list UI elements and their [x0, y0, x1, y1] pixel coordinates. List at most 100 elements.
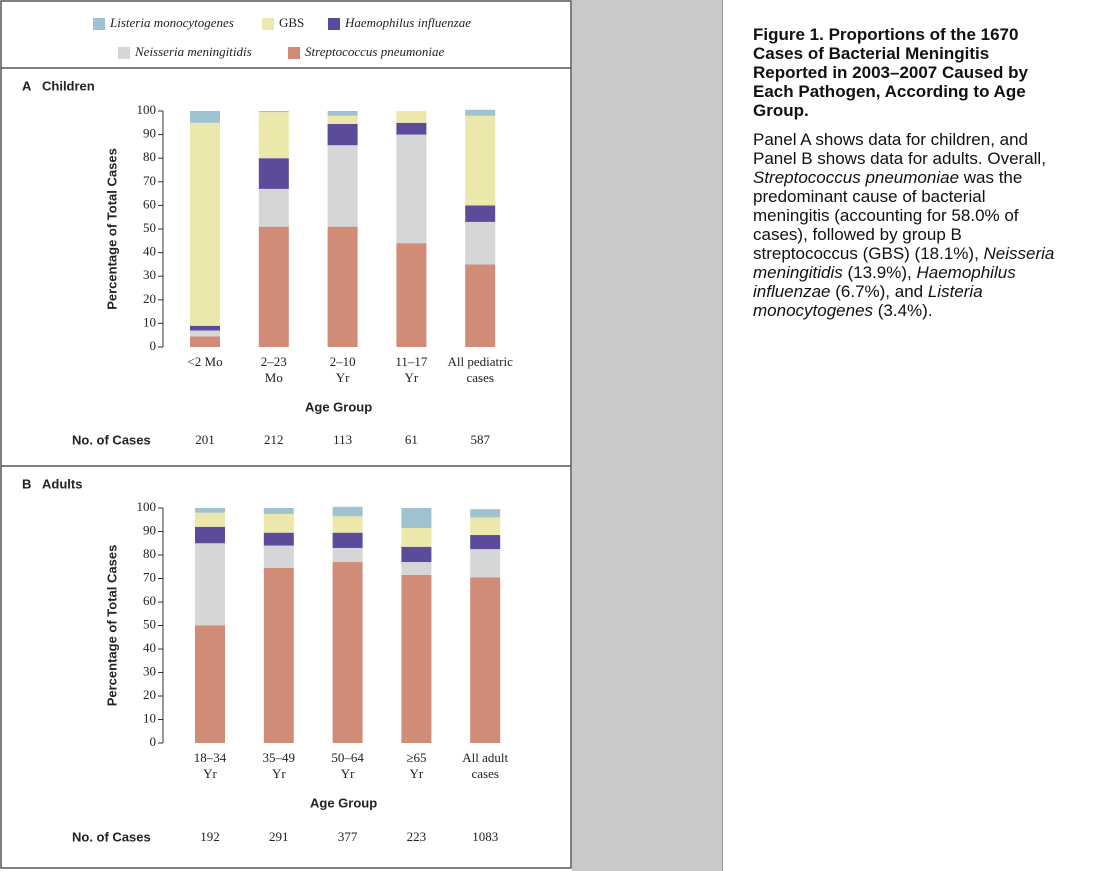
- case-count: 212: [264, 432, 284, 447]
- caption-text: Haemophilus influenzae: [753, 263, 1016, 301]
- y-axis-label: Percentage of Total Cases: [104, 545, 119, 707]
- bar-segment: [190, 111, 220, 123]
- bar-segment: [195, 526, 225, 544]
- bar-segment: [396, 243, 427, 347]
- bar-segment: [195, 625, 225, 743]
- y-tick-label: 20: [143, 291, 156, 306]
- y-tick-label: 50: [143, 616, 156, 631]
- gray-gutter: [572, 0, 722, 871]
- case-count: 61: [405, 432, 418, 447]
- bar-segment: [327, 226, 358, 347]
- bar-segment: [263, 532, 294, 546]
- legend-label: Neisseria meningitidis: [134, 44, 252, 59]
- panel-letter: A: [22, 78, 32, 93]
- bar-segment: [470, 577, 501, 743]
- y-tick-label: 40: [143, 244, 156, 259]
- case-count: 192: [200, 829, 220, 844]
- legend-swatch: [328, 18, 340, 30]
- caption-text: (3.4%).: [873, 301, 933, 320]
- bar-segment: [258, 226, 289, 347]
- bar-segment: [263, 513, 294, 533]
- caption: Figure 1. Proportions of the 1670 Cases …: [753, 25, 1065, 320]
- bar-segment: [401, 546, 432, 563]
- caption-text: Listeria monocytogenes: [753, 282, 983, 320]
- y-tick-label: 10: [143, 314, 156, 329]
- case-count: 113: [333, 432, 352, 447]
- y-tick-label: 80: [143, 149, 156, 164]
- caption-text: was the predominant cause of bacterial m…: [753, 168, 1023, 263]
- caption-text: Panel A shows data for children, and Pan…: [753, 130, 1046, 168]
- x-tick-label: 50–64 Yr: [331, 750, 364, 781]
- caption-text: (13.9%),: [842, 263, 917, 282]
- bar-segment: [263, 567, 294, 743]
- bar-segment: [263, 508, 294, 514]
- y-tick-label: 50: [143, 220, 156, 235]
- bar-segment: [401, 508, 432, 528]
- caption-body: Panel A shows data for children, and Pan…: [753, 130, 1065, 320]
- bar-segment: [470, 535, 501, 550]
- legend-label: GBS: [279, 15, 304, 30]
- bar-segment: [401, 562, 432, 575]
- legend-swatch: [262, 18, 274, 30]
- bar-segment: [332, 532, 363, 548]
- bar-segment: [465, 221, 496, 265]
- bar-segment: [396, 122, 427, 135]
- y-tick-label: 60: [143, 593, 156, 608]
- bar-segment: [190, 122, 220, 326]
- y-tick-label: 80: [143, 546, 156, 561]
- bar-segment: [465, 205, 496, 222]
- legend-label: Haemophilus influenzae: [344, 15, 471, 30]
- y-tick-label: 70: [143, 173, 156, 188]
- legend-swatch: [118, 47, 130, 59]
- bar-segment: [332, 506, 363, 517]
- x-axis-label: Age Group: [310, 795, 377, 810]
- bar-segment: [470, 509, 501, 518]
- y-tick-label: 100: [137, 499, 157, 514]
- case-count: 201: [195, 432, 215, 447]
- bar-segment: [332, 516, 363, 533]
- bar-segment: [258, 188, 289, 227]
- bar-segment: [327, 111, 358, 116]
- bar-segment: [396, 134, 427, 244]
- panel-title: Adults: [42, 476, 82, 491]
- case-count-label: No. of Cases: [72, 432, 151, 447]
- bar-segment: [465, 264, 496, 347]
- legend-swatch: [288, 47, 300, 59]
- x-tick-label: 2–10 Yr: [330, 354, 356, 385]
- bar-segment: [401, 527, 432, 547]
- bar-segment: [195, 543, 225, 626]
- panel-title: Children: [42, 78, 95, 93]
- bar-segment: [465, 115, 496, 206]
- y-tick-label: 30: [143, 267, 156, 282]
- x-tick-label: All pediatric cases: [448, 354, 514, 385]
- y-tick-label: 90: [143, 522, 156, 537]
- bar-segment: [263, 545, 294, 568]
- y-tick-label: 0: [150, 734, 157, 749]
- x-tick-label: All adult cases: [462, 750, 508, 781]
- bar-segment: [195, 512, 225, 527]
- y-tick-label: 90: [143, 126, 156, 141]
- x-tick-label: 18–34 Yr: [194, 750, 227, 781]
- bar-segment: [396, 111, 427, 123]
- bar-segment: [332, 547, 363, 563]
- y-tick-label: 40: [143, 640, 156, 655]
- x-tick-label: 35–49 Yr: [263, 750, 296, 781]
- bar-segment: [470, 549, 501, 578]
- caption-text: (6.7%), and: [830, 282, 928, 301]
- bar-segment: [327, 115, 358, 124]
- caption-title: Figure 1. Proportions of the 1670 Cases …: [753, 25, 1028, 120]
- panel-letter: B: [22, 476, 31, 491]
- caption-text: Streptococcus pneumoniae: [753, 168, 960, 187]
- legend-label: Streptococcus pneumoniae: [305, 44, 444, 59]
- bar-segment: [327, 145, 358, 227]
- caption-text: Neisseria meningitidis: [753, 244, 1055, 282]
- case-count: 1083: [472, 829, 498, 844]
- bar-segment: [470, 517, 501, 536]
- legend-label: Listeria monocytogenes: [109, 15, 234, 30]
- case-count: 223: [407, 829, 427, 844]
- y-tick-label: 70: [143, 569, 156, 584]
- x-tick-label: ≥65 Yr: [406, 750, 426, 781]
- bar-segment: [401, 574, 432, 743]
- case-count: 377: [338, 829, 358, 844]
